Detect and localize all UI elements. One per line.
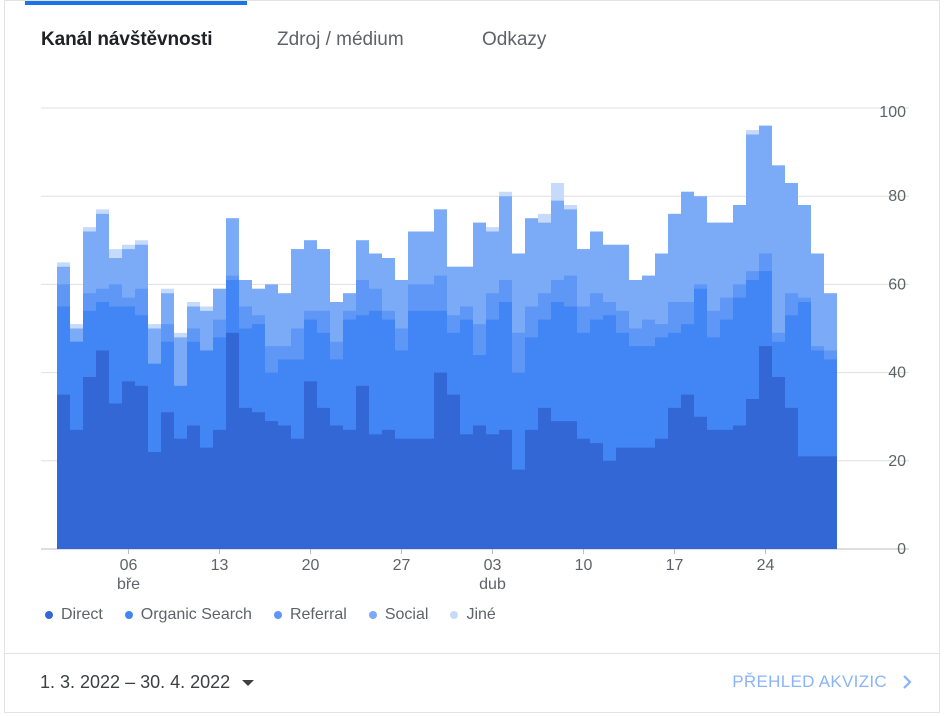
report-link-label: PŘEHLED AKVIZIC <box>732 672 887 691</box>
legend-item[interactable]: Direct <box>45 606 103 624</box>
tab-bar: Kanál návštěvnosti Zdroj / médium Odkazy <box>5 1 939 81</box>
acquisition-card: Kanál návštěvnosti Zdroj / médium Odkazy… <box>4 0 940 713</box>
tab-traffic-channel[interactable]: Kanál návštěvnosti <box>41 29 213 50</box>
y-tick-label: 0 <box>897 541 906 558</box>
x-tick-label: 17 <box>666 557 684 574</box>
x-tick-label: 20 <box>302 557 320 574</box>
date-range-text: 1. 3. 2022 – 30. 4. 2022 <box>40 672 231 692</box>
legend-item[interactable]: Referral <box>273 606 347 624</box>
x-tick-label: 06 <box>120 557 138 574</box>
y-tick-label: 100 <box>879 104 906 121</box>
x-tick-month-label: bře <box>117 576 140 593</box>
legend-dot-icon <box>450 611 459 619</box>
legend-dot-icon <box>124 611 133 619</box>
legend-item[interactable]: Organic Search <box>124 606 252 624</box>
legend-label: Jiné <box>466 606 496 623</box>
x-tick-label: 13 <box>211 557 229 574</box>
x-tick-label: 03 <box>484 557 502 574</box>
x-tick-label: 10 <box>575 557 593 574</box>
legend-item[interactable]: Jiné <box>450 606 496 624</box>
legend-item[interactable]: Social <box>368 606 429 624</box>
tab-source-medium[interactable]: Zdroj / médium <box>277 29 404 50</box>
chart-legend: Direct Organic Search Referral Social Jiné <box>45 605 518 625</box>
x-tick-label: 27 <box>393 557 411 574</box>
tab-referrals[interactable]: Odkazy <box>482 29 547 50</box>
x-tick-month-label: dub <box>479 576 506 593</box>
legend-label: Organic Search <box>140 606 252 623</box>
legend-dot-icon <box>273 611 282 619</box>
legend-dot-icon <box>368 611 377 619</box>
legend-label: Social <box>384 606 429 623</box>
legend-label: Direct <box>61 606 103 623</box>
y-tick-label: 60 <box>888 276 906 293</box>
date-range-selector[interactable]: 1. 3. 2022 – 30. 4. 2022 <box>40 672 255 693</box>
legend-dot-icon <box>45 611 53 619</box>
legend-label: Referral <box>289 606 347 623</box>
series-area-direct <box>57 332 837 549</box>
acquisition-report-link[interactable]: PŘEHLED AKVIZIC <box>732 672 913 692</box>
y-tick-label: 40 <box>888 365 906 382</box>
stacked-area-chart: 0 20 40 60 80 100 06 bře 13 20 27 03 dub 10 17 24 <box>41 104 909 593</box>
chevron-right-icon <box>903 675 912 689</box>
dropdown-caret-icon <box>242 679 255 686</box>
card-footer: 1. 3. 2022 – 30. 4. 2022 PŘEHLED AKVIZIC <box>5 653 939 714</box>
x-tick-label: 24 <box>757 557 775 574</box>
y-tick-label: 20 <box>888 453 906 470</box>
active-tab-indicator <box>25 1 247 5</box>
y-tick-label: 80 <box>888 188 906 205</box>
